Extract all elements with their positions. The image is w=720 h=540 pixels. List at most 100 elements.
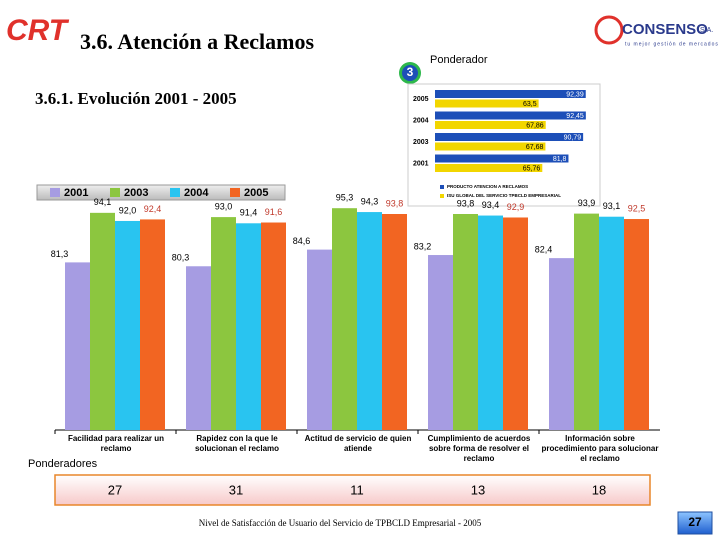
legend-label: 2005 (244, 187, 268, 199)
bar (453, 214, 478, 430)
badge-label: Ponderador (430, 54, 488, 66)
bar (435, 142, 546, 151)
bar (435, 164, 543, 172)
page-number: 27 (688, 515, 702, 529)
value-label: 93,8 (386, 198, 404, 208)
value-label: 93,9 (578, 198, 596, 208)
legend-label: 2003 (124, 187, 148, 199)
legend-label: PRODUCTO ATENCION A RECLAMOS (447, 184, 528, 189)
legend-swatch (50, 188, 60, 197)
bar (503, 217, 528, 430)
bar (140, 219, 165, 430)
value-label: 92,0 (119, 205, 137, 215)
value-label: 63,5 (523, 101, 537, 108)
value-label: 67,86 (526, 122, 544, 129)
value-label: 92,45 (566, 113, 584, 120)
legend-swatch (170, 188, 180, 197)
brand-suffix: S.A. (700, 27, 713, 34)
legend-swatch (440, 185, 444, 189)
bar (599, 216, 624, 430)
value-label: 93,1 (603, 201, 621, 211)
ponderador-value: 31 (229, 482, 243, 497)
value-label: 90,79 (564, 134, 582, 141)
bar (478, 215, 503, 430)
tagline: tu mejor gestión de mercados (625, 41, 719, 47)
bar (357, 212, 382, 430)
value-label: 82,4 (535, 245, 553, 255)
bar (435, 154, 569, 163)
x-tick-label: Información sobre procedimiento para sol… (541, 434, 659, 463)
value-label: 93,0 (215, 201, 233, 211)
value-label: 92,39 (566, 91, 584, 98)
badge (402, 65, 418, 81)
ponderadores-label: Ponderadores (28, 458, 98, 470)
bar (435, 99, 539, 108)
bar (261, 222, 286, 430)
value-label: 92,5 (628, 203, 646, 213)
value-label: 81,8 (553, 156, 567, 163)
legend-swatch (110, 188, 120, 197)
bar (211, 217, 236, 430)
bar (428, 255, 453, 430)
value-label: 95,3 (336, 193, 354, 203)
value-label: 83,2 (414, 241, 432, 251)
brand-icon (594, 15, 624, 45)
bar (332, 208, 357, 430)
x-tick-label: Facilidad para realizar un reclamo (67, 434, 165, 453)
value-label: 80,3 (172, 253, 190, 263)
bar (549, 258, 574, 430)
value-label: 67,68 (526, 144, 544, 151)
value-label: 84,6 (293, 236, 311, 246)
ponderador-value: 18 (592, 482, 606, 497)
ponderador-value: 13 (471, 482, 485, 497)
bar (186, 266, 211, 430)
badge-text: 3 (407, 65, 414, 79)
value-label: 93,4 (482, 200, 500, 210)
y-tick-label: 2001 (413, 160, 429, 167)
value-label: 94,1 (94, 197, 112, 207)
bar (236, 223, 261, 430)
legend-box (36, 184, 286, 201)
value-label: 65,76 (523, 165, 541, 172)
legend-label: 2001 (64, 187, 88, 199)
bar (435, 90, 586, 98)
value-label: 94,3 (361, 196, 379, 206)
value-label: 81,3 (51, 249, 69, 259)
bar (435, 111, 586, 120)
footer: Nivel de Satisfacción de Usuario del Ser… (199, 518, 482, 528)
ponderador-value: 27 (108, 482, 122, 497)
subtitle: 3.6.1. Evolución 2001 - 2005 (35, 89, 237, 108)
y-tick-label: 2005 (413, 96, 429, 103)
legend-label: ISU GLOBAL DEL SERVICIO TPBCLD EMPRESARI… (447, 193, 561, 198)
title: 3.6. Atención a Reclamos (80, 29, 314, 54)
bar (435, 133, 584, 141)
bar (115, 220, 140, 430)
bar (307, 249, 332, 430)
bar (90, 212, 115, 430)
value-label: 92,4 (144, 204, 162, 214)
x-tick-label: Actitud de servicio de quien atiende (304, 434, 412, 453)
bar (624, 219, 649, 430)
x-tick-label: Rapidez con la que le solucionan el recl… (194, 434, 280, 453)
y-tick-label: 2003 (413, 139, 429, 146)
value-label: 92,9 (507, 202, 525, 212)
value-label: 91,4 (240, 208, 258, 218)
legend-swatch (230, 188, 240, 197)
bar (65, 262, 90, 430)
bar (574, 213, 599, 430)
page-box (677, 511, 713, 535)
bar (435, 121, 546, 129)
legend-label: 2004 (184, 187, 209, 199)
value-label: 91,6 (265, 207, 283, 217)
x-tick-label: Cumplimiento de acuerdos sobre forma de … (427, 434, 531, 463)
logo: CRT (6, 14, 70, 47)
y-tick-label: 2004 (413, 117, 429, 124)
legend-swatch (440, 194, 444, 198)
ponderador-value: 11 (350, 482, 364, 497)
ponderadores-box (54, 474, 651, 506)
value-label: 93,8 (457, 198, 475, 208)
bar (382, 214, 407, 430)
brand: CONSENSO (622, 21, 708, 38)
